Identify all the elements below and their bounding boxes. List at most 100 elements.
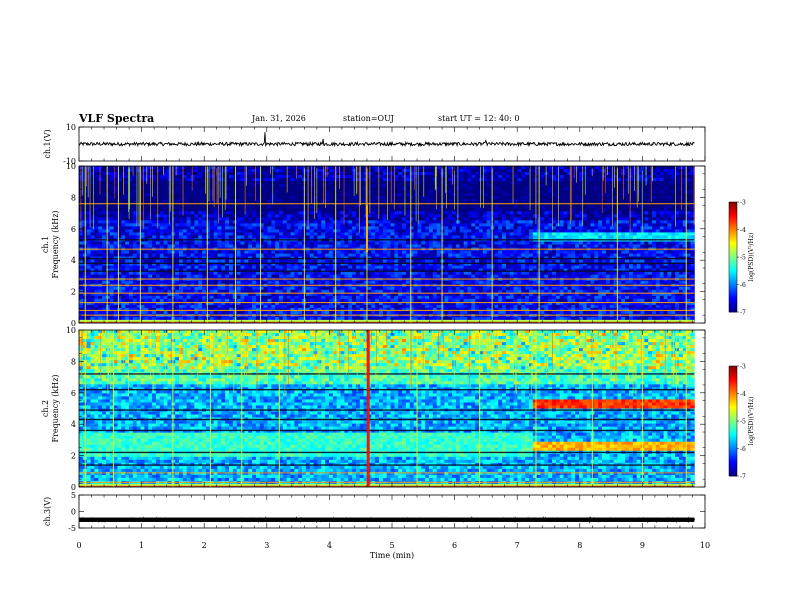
ch1-spectrogram-cell [125,193,130,197]
ch1-spectrogram-cell [478,244,484,248]
ch1-spectrogram-cell [559,199,564,203]
ch1-spectrogram-cell [282,190,288,194]
ch1-spectrogram-cell [428,217,434,221]
ch1-spectrogram-cell [213,181,218,185]
ch1-spectrogram-cell [617,166,622,170]
ch1-spectrogram-cell [94,223,99,227]
ch1-spectrogram-cell [667,184,672,188]
ch1-spectrogram-cell [109,205,115,209]
ch1-spectrogram-cell [290,184,295,188]
ch1-spectrogram-cell [140,199,145,203]
ch1-spectrogram-cell [398,187,403,191]
ch1-spectrogram-cell [340,235,345,239]
ch1-spectrogram-cell [367,220,372,224]
ch1-spectrogram-cell [202,217,207,221]
ch1-spectrogram-cell [278,208,284,212]
ch1-spectrogram-cell [225,178,230,182]
ch1-spectrogram-cell [140,178,145,182]
ch1-spectrogram-cell [352,199,357,203]
ch1-spectrogram-cell [179,184,184,188]
ch1-spectrogram-cell [98,169,103,173]
ch1-spectrogram-cell [667,172,672,176]
ch1-spectrogram-cell [278,211,284,215]
ch1-spectrogram-cell [290,244,295,248]
ch1-spectrogram-cell [313,193,318,197]
ch1-spectrogram-cell [402,226,407,230]
ch1-spectrogram-cell [182,241,188,245]
ch1-spectrogram-cell [602,187,607,191]
ch1-spectrogram-cell [105,253,111,257]
ch1-spectrogram-cell [682,220,688,224]
ch1-spectrogram-cell [513,250,518,254]
ch1-spectrogram-cell [382,166,388,170]
ch1-spectrogram-cell [390,166,395,170]
ch1-spectrogram-cell [359,235,365,239]
ch1-spectrogram-cell [309,205,315,209]
ch1-spectrogram-cell [94,175,99,179]
ch1-spectrogram-cell [609,217,614,221]
ch1-spectrogram-cell [117,172,122,176]
ch1-spectrogram-cell [652,190,657,194]
ch1-spectrogram-cell [94,226,99,230]
ch1-spectrogram-cell [86,178,91,182]
ch1-spectrogram-cell [540,253,545,257]
ch1-spectrogram-cell [494,199,499,203]
ch1-spectrogram-cell [375,253,380,257]
ch1-spectrogram-cell [417,244,422,248]
ch1-spectrogram-cell [378,184,384,188]
ch1-spectrogram-cell [509,244,514,248]
ch1-spectrogram-cell [528,166,534,170]
ch1-spectrogram-cell [563,172,568,176]
ch1-spectrogram-cell [382,193,388,197]
ch1-spectrogram-cell [505,184,511,188]
ch1-spectrogram-cell [690,226,695,230]
ch1-spectrogram-cell [278,253,284,257]
ch1-spectrogram-cell [205,190,211,194]
ch1-spectrogram-cell [517,172,522,176]
ch1-spectrogram-cell [125,181,130,185]
ch1-spectrogram-cell [567,199,572,203]
ch1-spectrogram-cell [386,199,391,203]
ch1-spectrogram-cell [413,193,418,197]
ch1-spectrogram-cell [275,253,280,257]
ch1-spectrogram-cell [617,250,622,254]
ch1-spectrogram-cell [348,178,353,182]
ch1-spectrogram-cell [494,184,499,188]
ch1-spectrogram-cell [278,172,284,176]
ch1-spectrogram-cell [690,181,695,185]
ch1-spectrogram-cell [363,205,368,209]
ch1-spectrogram-cell [125,208,130,212]
ch1-spectrogram-cell [652,250,657,254]
ch1-spectrogram-cell [605,241,611,245]
ch1-spectrogram-cell [228,229,234,233]
ch1-spectrogram-cell [678,220,684,224]
ch1-spectrogram-cell [659,241,664,245]
ch1-spectrogram-cell [240,172,245,176]
ch1-spectrogram-cell [290,208,295,212]
ch1-spectrogram-cell [471,217,476,221]
ch1-spectrogram-cell [509,211,514,215]
ch1-spectrogram-cell [163,169,168,173]
ch1-spectrogram-cell [386,241,391,245]
ch1-spectrogram-cell [444,253,449,257]
ch1-spectrogram-cell [102,208,107,212]
ch1-spectrogram-cell [332,193,338,197]
ch1-spectrogram-cell [271,244,276,248]
ch1-spectrogram-cell [409,184,414,188]
ch1-spectrogram-cell [648,205,653,209]
ch1-spectrogram-cell [425,190,430,194]
ch1-spectrogram-cell [690,184,695,188]
ch1-spectrogram-cell [344,232,349,236]
ch1-spectrogram-cell [605,214,611,218]
ch1-spectrogram-cell [371,208,376,212]
ch1-spectrogram-cell [436,211,441,215]
ch1-spectrogram-cell [121,205,126,209]
ch1-spectrogram-cell [263,214,268,218]
ch1-spectrogram-cell [278,241,284,245]
ch1-spectrogram-cell [240,214,245,218]
ch1-spectrogram-cell [228,217,234,221]
ch1-spectrogram-cell [648,241,653,245]
ch1-spectrogram-cell [632,193,638,197]
ch1-spectrogram-cell [540,208,545,212]
